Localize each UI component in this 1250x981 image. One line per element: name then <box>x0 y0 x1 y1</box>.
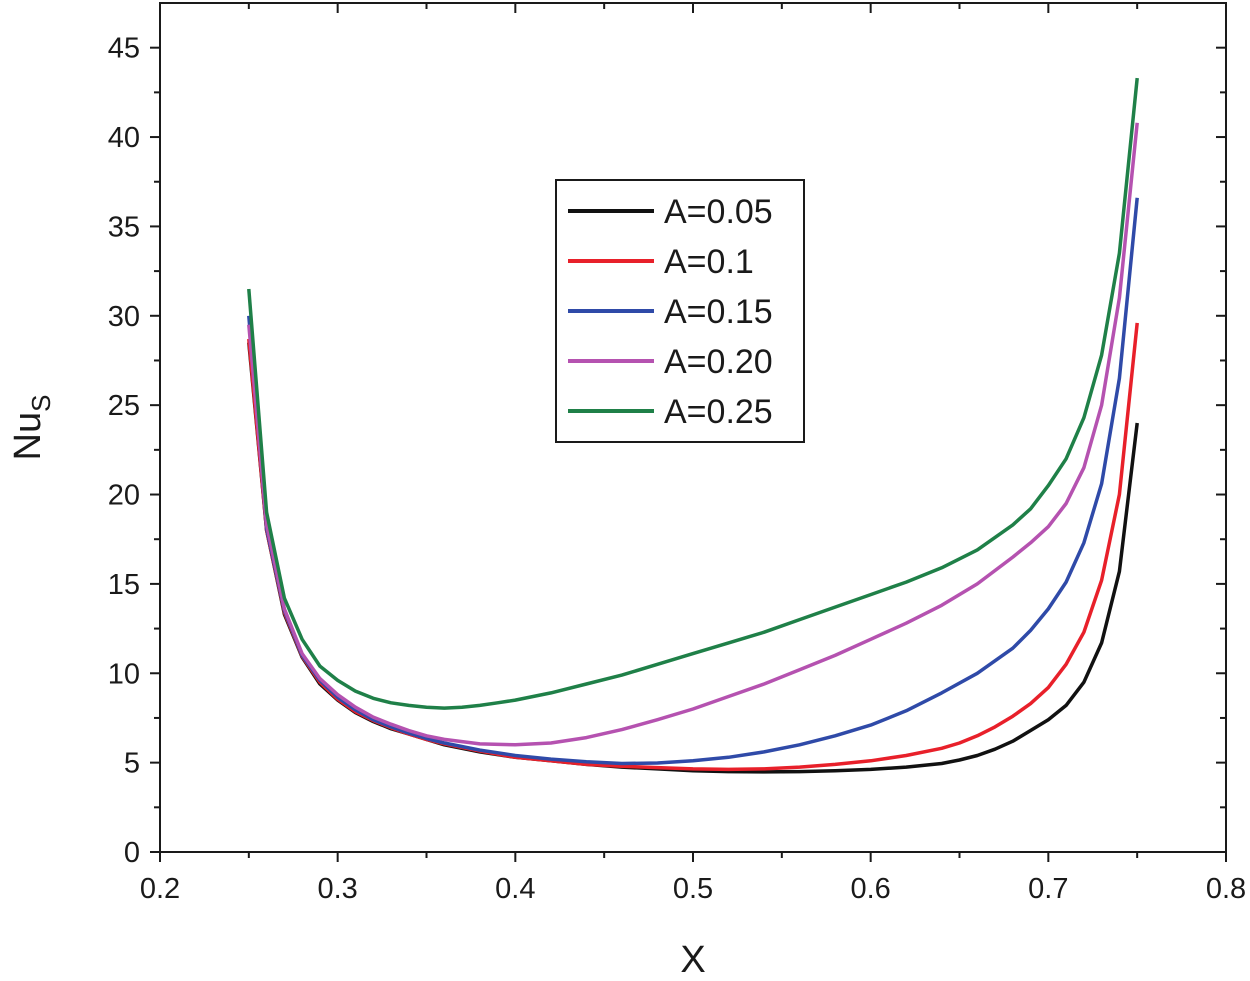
x-tick-label: 0.8 <box>1206 873 1246 905</box>
y-tick-label: 30 <box>108 301 140 333</box>
y-tick-label: 45 <box>108 33 140 65</box>
legend-label: A=0.15 <box>664 293 773 331</box>
y-axis: 0 5 10 15 20 25 30 35 40 45 <box>108 33 1226 869</box>
y-tick-label: 15 <box>108 569 140 601</box>
x-axis-title: X <box>680 939 705 981</box>
x-tick-label: 0.2 <box>140 873 180 905</box>
y-tick-label: 40 <box>108 122 140 154</box>
legend-label: A=0.20 <box>664 343 773 381</box>
y-axis-title: NuS <box>7 395 56 461</box>
series-layer <box>247 77 1139 774</box>
series-line-5 <box>247 77 1139 710</box>
y-tick-label: 20 <box>108 480 140 512</box>
legend-label: A=0.25 <box>664 393 773 431</box>
legend-label: A=0.1 <box>664 243 754 281</box>
y-axis-title-main: Nu <box>7 412 49 461</box>
x-axis: 0.2 0.3 0.4 0.5 0.6 0.7 0.8 <box>140 3 1246 905</box>
y-tick-label: 0 <box>124 837 140 869</box>
series-line-3 <box>247 197 1139 766</box>
series-line-4 <box>247 122 1139 747</box>
x-tick-label: 0.5 <box>673 873 713 905</box>
y-axis-title-subscript: S <box>26 395 56 412</box>
x-tick-label: 0.3 <box>318 873 358 905</box>
x-tick-label: 0.6 <box>851 873 891 905</box>
legend: A=0.05 A=0.1 A=0.15 A=0.20 A=0.25 <box>555 179 805 443</box>
y-tick-label: 25 <box>108 390 140 422</box>
y-tick-label: 5 <box>124 748 140 780</box>
x-tick-label: 0.7 <box>1028 873 1068 905</box>
y-tick-label: 10 <box>108 658 140 690</box>
y-tick-label: 35 <box>108 211 140 243</box>
legend-label: A=0.05 <box>664 193 773 231</box>
x-tick-label: 0.4 <box>495 873 535 905</box>
